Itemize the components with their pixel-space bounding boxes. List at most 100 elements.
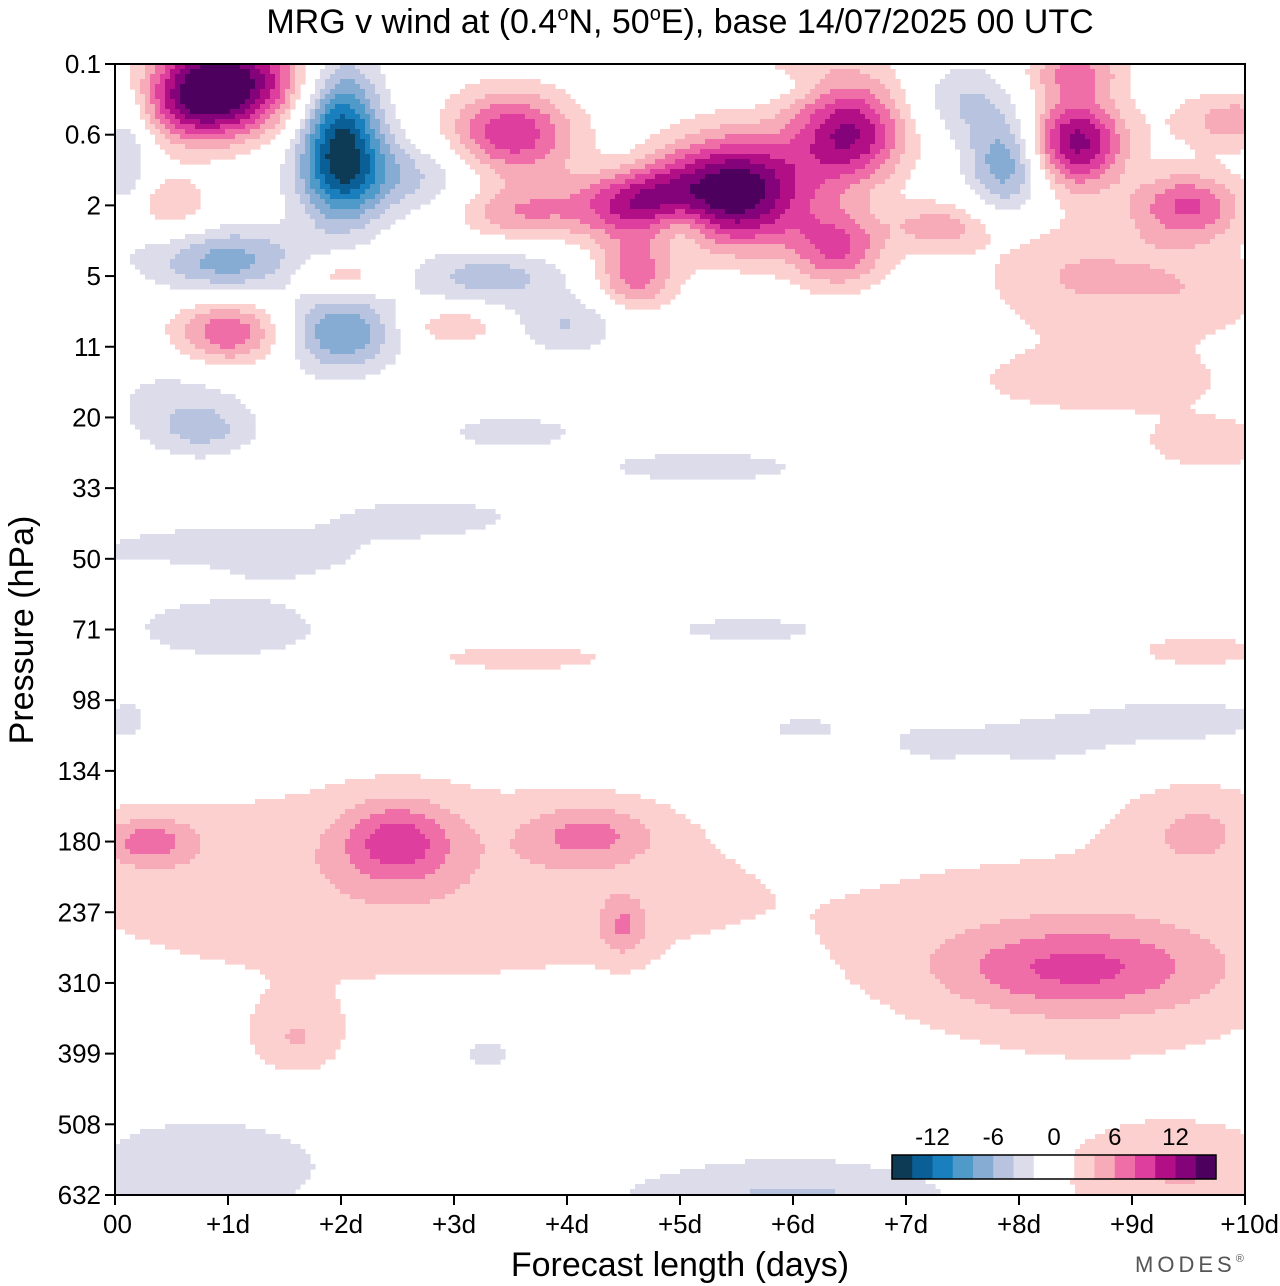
contour-cell xyxy=(365,844,431,850)
contour-cell xyxy=(315,149,321,155)
contour-cell xyxy=(650,844,716,850)
contour-cell xyxy=(980,179,1001,185)
contour-cell xyxy=(1000,294,1246,300)
contour-cell xyxy=(170,334,186,340)
contour-cell xyxy=(1175,969,1226,975)
contour-cell xyxy=(365,124,371,130)
contour-cell xyxy=(1210,189,1231,195)
contour-cell xyxy=(805,94,821,100)
contour-cell xyxy=(1000,139,1016,145)
contour-cell xyxy=(1195,149,1241,155)
contour-cell xyxy=(1025,174,1031,180)
contour-cell xyxy=(980,194,1001,200)
contour-cell xyxy=(325,84,336,90)
contour-cell xyxy=(1020,154,1026,160)
contour-cell xyxy=(960,94,986,100)
contour-cell xyxy=(530,274,566,280)
contour-cell xyxy=(445,854,481,860)
contour-cell xyxy=(825,74,871,80)
contour-cell xyxy=(305,329,316,335)
contour-cell xyxy=(1045,1014,1121,1020)
contour-cell xyxy=(1175,274,1246,280)
contour-cell xyxy=(1130,134,1151,140)
contour-cell xyxy=(255,1049,336,1055)
contour-cell xyxy=(495,194,571,200)
contour-cell xyxy=(290,99,296,105)
contour-cell xyxy=(475,869,746,875)
contour-cell xyxy=(310,194,321,200)
contour-cell xyxy=(980,1039,1206,1045)
contour-cell xyxy=(270,979,341,985)
colorbar-swatch xyxy=(1135,1155,1156,1179)
contour-cell xyxy=(320,144,331,150)
contour-cell xyxy=(780,94,806,100)
contour-cell xyxy=(595,239,621,245)
contour-cell xyxy=(900,739,1136,745)
contour-cell xyxy=(945,119,966,125)
contour-cell xyxy=(790,204,811,210)
contour-cell xyxy=(385,339,401,345)
contour-cell xyxy=(425,849,451,855)
contour-cell xyxy=(165,99,176,105)
contour-cell xyxy=(275,269,296,275)
contour-cell xyxy=(940,79,996,85)
contour-cell xyxy=(190,244,281,250)
contour-cell xyxy=(280,119,286,125)
contour-cell xyxy=(315,324,371,330)
contour-cell xyxy=(1135,409,1196,415)
contour-cell xyxy=(260,114,271,120)
contour-cell xyxy=(330,74,366,80)
contour-cell xyxy=(635,944,671,950)
contour-cell xyxy=(210,564,331,570)
contour-cell xyxy=(1110,64,1131,70)
contour-cell xyxy=(1070,119,1091,125)
contour-cell xyxy=(350,859,381,865)
contour-cell xyxy=(815,214,851,220)
contour-cell xyxy=(375,114,386,120)
contour-cell xyxy=(895,104,911,110)
contour-cell xyxy=(1095,1134,1246,1140)
x-tick-label: +3d xyxy=(432,1209,476,1239)
contour-cell xyxy=(380,349,401,355)
contour-cell xyxy=(1045,124,1056,130)
contour-cell xyxy=(570,169,601,175)
contour-cell xyxy=(305,114,311,120)
contour-cell xyxy=(465,264,511,270)
contour-cell xyxy=(1125,169,1231,175)
contour-cell xyxy=(980,964,1031,970)
contour-cell xyxy=(315,354,376,360)
contour-cell xyxy=(1105,954,1171,960)
contour-cell xyxy=(1105,109,1121,115)
contour-cell xyxy=(920,874,1246,880)
contour-cell xyxy=(325,784,471,790)
contour-cell xyxy=(320,359,366,365)
contour-cell xyxy=(695,159,726,165)
contour-cell xyxy=(1070,169,1091,175)
contour-cell xyxy=(1050,154,1056,160)
contour-cell xyxy=(1000,254,1241,260)
contour-cell xyxy=(180,249,211,255)
y-tick-label: 50 xyxy=(72,544,101,574)
contour-cell xyxy=(115,864,136,870)
contour-cell xyxy=(515,829,556,835)
contour-cell xyxy=(250,1034,286,1040)
contour-cell xyxy=(840,199,871,205)
contour-cell xyxy=(700,229,716,235)
contour-cell xyxy=(310,124,316,130)
contour-cell xyxy=(825,119,871,125)
contour-cell xyxy=(1120,809,1246,815)
contour-cell xyxy=(880,254,906,260)
contour-cell xyxy=(470,824,521,830)
contour-cell xyxy=(200,264,251,270)
contour-cell xyxy=(195,454,206,460)
contour-cell xyxy=(1115,129,1131,135)
contour-cell xyxy=(1015,309,1246,315)
contour-cell xyxy=(560,109,586,115)
contour-cell xyxy=(1055,174,1066,180)
contour-cell xyxy=(415,269,456,275)
contour-cell xyxy=(355,144,366,150)
colorbar-tick-label: -12 xyxy=(915,1124,950,1151)
contour-cell xyxy=(1110,84,1131,90)
contour-cell xyxy=(180,119,201,125)
contour-cell xyxy=(1065,1054,1131,1060)
